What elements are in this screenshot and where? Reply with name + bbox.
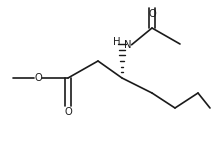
Text: H: H [113,37,120,47]
Text: O: O [148,9,156,19]
Text: O: O [34,73,42,83]
Text: N: N [124,40,131,50]
Text: O: O [64,107,72,117]
